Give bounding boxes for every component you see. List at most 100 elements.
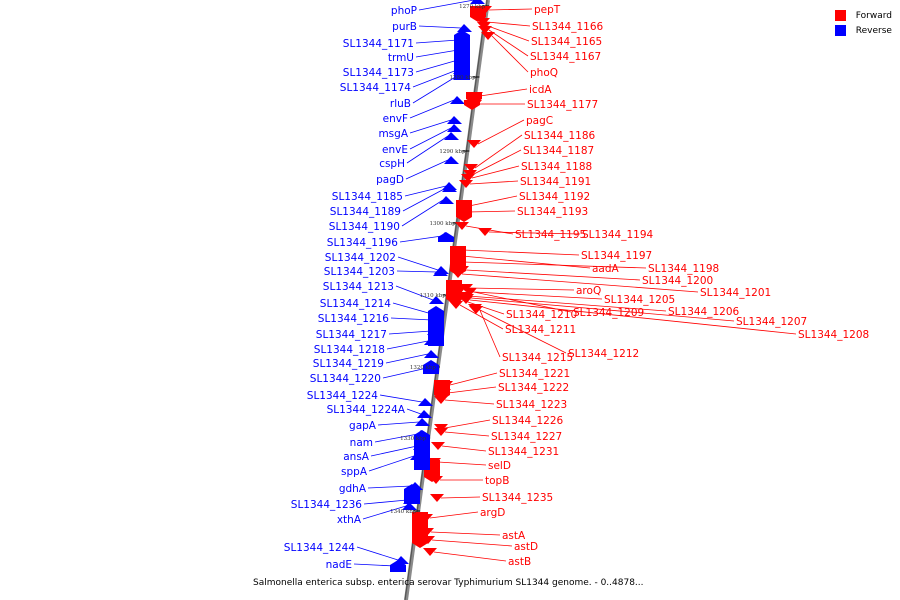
gene-label-forward[interactable]: selD <box>488 460 511 472</box>
forward-gene-block[interactable] <box>446 280 462 304</box>
reverse-gene-arrow[interactable] <box>442 184 457 192</box>
gene-label-reverse[interactable]: SL1344_1171 <box>343 38 414 50</box>
gene-label-reverse[interactable]: SL1344_1216 <box>318 313 390 325</box>
gene-label-forward[interactable]: SL1344_1167 <box>530 51 601 63</box>
gene-label-forward[interactable]: SL1344_1198 <box>648 263 719 275</box>
reverse-gene-block[interactable] <box>428 306 444 346</box>
reverse-gene-arrow[interactable] <box>439 196 454 204</box>
gene-label-forward[interactable]: SL1344_1200 <box>642 275 713 287</box>
gene-label-reverse[interactable]: SL1344_1217 <box>316 329 387 341</box>
gene-label-reverse[interactable]: SL1344_1218 <box>314 344 385 356</box>
gene-label-forward[interactable]: aroQ <box>576 285 601 297</box>
reverse-gene-block[interactable] <box>414 430 430 470</box>
reverse-gene-block[interactable] <box>438 232 454 242</box>
gene-label-reverse[interactable]: nadE <box>326 559 352 571</box>
gene-label-forward[interactable]: SL1344_1231 <box>488 446 559 458</box>
gene-label-forward[interactable]: astB <box>508 556 531 568</box>
forward-gene-arrow[interactable] <box>467 140 481 148</box>
reverse-gene-arrow[interactable] <box>424 350 439 358</box>
gene-label-forward[interactable]: SL1344_1187 <box>523 145 594 157</box>
gene-label-forward[interactable]: SL1344_1193 <box>517 206 588 218</box>
gene-label-reverse[interactable]: SL1344_1202 <box>325 252 396 264</box>
gene-label-forward[interactable]: SL1344_1207 <box>736 316 807 328</box>
gene-label-forward[interactable]: SL1344_1195 <box>515 229 586 241</box>
gene-label-forward[interactable]: topB <box>485 475 509 487</box>
gene-label-forward[interactable]: phoQ <box>530 67 558 79</box>
gene-label-forward[interactable]: SL1344_1206 <box>668 306 740 318</box>
forward-gene-arrow[interactable] <box>481 32 495 40</box>
gene-label-reverse[interactable]: SL1344_1244 <box>284 542 356 554</box>
gene-label-forward[interactable]: SL1344_1222 <box>498 382 569 394</box>
gene-label-reverse[interactable]: SL1344_1203 <box>324 266 395 278</box>
gene-label-reverse[interactable]: purB <box>392 21 417 33</box>
gene-label-reverse[interactable]: SL1344_1196 <box>327 237 399 249</box>
gene-label-forward[interactable]: SL1344_1221 <box>499 368 570 380</box>
reverse-gene-arrow[interactable] <box>418 398 433 406</box>
reverse-gene-arrow[interactable] <box>415 418 430 426</box>
gene-label-reverse[interactable]: SL1344_1213 <box>323 281 394 293</box>
gene-label-reverse[interactable]: SL1344_1174 <box>340 82 412 94</box>
reverse-gene-block[interactable] <box>423 360 439 374</box>
forward-gene-arrow[interactable] <box>478 26 492 34</box>
gene-label-reverse[interactable]: nam <box>350 437 373 449</box>
gene-label-reverse[interactable]: pagD <box>376 174 404 186</box>
reverse-gene-arrow[interactable] <box>444 132 459 140</box>
gene-label-forward[interactable]: SL1344_1223 <box>496 399 567 411</box>
gene-label-forward[interactable]: SL1344_1177 <box>527 99 598 111</box>
gene-label-reverse[interactable]: gapA <box>349 420 377 432</box>
reverse-gene-block[interactable] <box>454 30 470 80</box>
gene-label-forward[interactable]: SL1344_1194 <box>582 229 654 241</box>
gene-label-reverse[interactable]: SL1344_1220 <box>310 373 381 385</box>
gene-label-reverse[interactable]: SL1344_1224A <box>327 404 406 416</box>
gene-label-reverse[interactable]: trmU <box>388 52 414 64</box>
forward-gene-block[interactable] <box>470 6 486 22</box>
gene-label-forward[interactable]: SL1344_1201 <box>700 287 771 299</box>
reverse-gene-arrow[interactable] <box>457 24 472 32</box>
gene-label-forward[interactable]: SL1344_1165 <box>531 36 602 48</box>
forward-gene-block[interactable] <box>456 200 472 222</box>
gene-label-forward[interactable]: argD <box>480 507 505 519</box>
gene-label-forward[interactable]: astD <box>514 541 538 553</box>
reverse-gene-arrow[interactable] <box>450 96 465 104</box>
gene-label-forward[interactable]: SL1344_1166 <box>532 21 604 33</box>
gene-label-forward[interactable]: SL1344_1192 <box>519 191 590 203</box>
gene-label-forward[interactable]: SL1344_1209 <box>573 307 644 319</box>
forward-gene-block[interactable] <box>464 100 480 110</box>
gene-label-reverse[interactable]: envF <box>383 113 408 125</box>
reverse-gene-arrow[interactable] <box>470 0 485 4</box>
gene-label-reverse[interactable]: envE <box>382 144 408 156</box>
gene-label-reverse[interactable]: SL1344_1173 <box>343 67 414 79</box>
gene-label-forward[interactable]: SL1344_1186 <box>524 130 596 142</box>
gene-label-reverse[interactable]: SL1344_1219 <box>313 358 384 370</box>
gene-label-reverse[interactable]: rluB <box>390 98 411 110</box>
gene-label-reverse[interactable]: ansA <box>343 451 370 463</box>
reverse-gene-block[interactable] <box>390 560 406 572</box>
gene-label-forward[interactable]: astA <box>502 530 526 542</box>
gene-label-reverse[interactable]: SL1344_1189 <box>330 206 401 218</box>
reverse-gene-arrow[interactable] <box>402 502 417 510</box>
forward-gene-arrow[interactable] <box>430 494 444 502</box>
forward-gene-arrow[interactable] <box>459 180 473 188</box>
gene-label-forward[interactable]: SL1344_1208 <box>798 329 869 341</box>
gene-label-reverse[interactable]: xthA <box>337 514 362 526</box>
gene-label-forward[interactable]: SL1344_1191 <box>520 176 591 188</box>
gene-label-forward[interactable]: aadA <box>592 263 620 275</box>
reverse-gene-block[interactable] <box>404 484 420 504</box>
gene-label-forward[interactable]: SL1344_1210 <box>506 309 577 321</box>
gene-label-forward[interactable]: SL1344_1205 <box>604 294 675 306</box>
gene-label-forward[interactable]: SL1344_1211 <box>505 324 576 336</box>
gene-label-forward[interactable]: SL1344_1188 <box>521 161 592 173</box>
gene-label-reverse[interactable]: SL1344_1190 <box>329 221 400 233</box>
gene-label-forward[interactable]: SL1344_1215 <box>502 352 573 364</box>
gene-label-forward[interactable]: SL1344_1212 <box>568 348 639 360</box>
reverse-gene-arrow[interactable] <box>429 296 444 304</box>
forward-gene-arrow[interactable] <box>455 222 469 230</box>
gene-label-reverse[interactable]: SL1344_1214 <box>320 298 392 310</box>
gene-label-reverse[interactable]: SL1344_1236 <box>291 499 363 511</box>
gene-label-forward[interactable]: pagC <box>526 115 553 127</box>
gene-label-reverse[interactable]: msgA <box>378 128 408 140</box>
forward-gene-arrow[interactable] <box>469 306 483 314</box>
gene-label-forward[interactable]: icdA <box>529 84 552 96</box>
gene-label-reverse[interactable]: gdhA <box>339 483 367 495</box>
reverse-gene-arrow[interactable] <box>444 156 459 164</box>
